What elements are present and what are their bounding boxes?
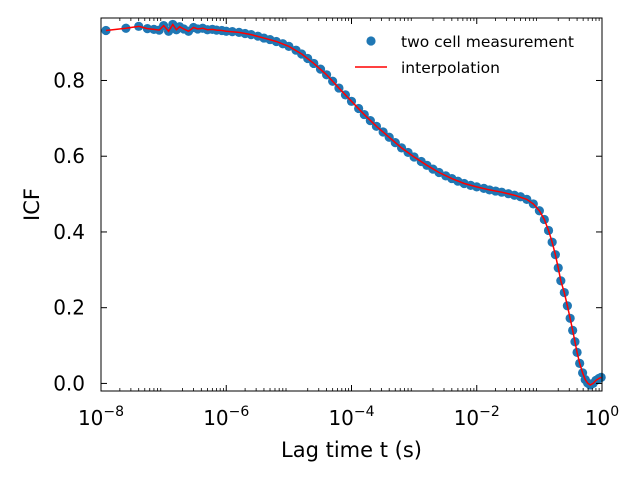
legend-label: two cell measurement: [401, 33, 574, 51]
x-axis-ticks: 10−8 10−6 10−4 10−2 100: [78, 18, 619, 430]
legend-marker-swatch: [366, 36, 376, 46]
legend: two cell measurement interpolation: [355, 33, 574, 77]
y-axis-ticks: 0.0 0.2 0.4 0.6 0.8: [53, 68, 602, 395]
legend-label: interpolation: [401, 59, 500, 77]
y-tick-label: 0.8: [53, 68, 85, 92]
y-tick-label: 0.2: [53, 296, 85, 320]
interpolation-line: [105, 23, 602, 386]
y-tick-label: 0.6: [53, 144, 85, 168]
x-tick-label: 10−4: [328, 404, 374, 430]
x-tick-label: 10−2: [454, 404, 500, 430]
x-tick-label: 10−6: [203, 404, 249, 430]
y-tick-label: 0.4: [53, 220, 85, 244]
series-line-layer: [105, 23, 602, 386]
x-tick-label: 10−8: [78, 404, 124, 430]
y-tick-label: 0.0: [53, 371, 85, 395]
x-axis-label: Lag time t (s): [281, 438, 422, 462]
legend-entry-markers: two cell measurement: [366, 33, 574, 51]
data-point: [596, 372, 606, 382]
y-axis-label: ICF: [20, 188, 44, 221]
x-tick-label: 100: [585, 404, 619, 430]
legend-entry-line: interpolation: [355, 59, 500, 77]
